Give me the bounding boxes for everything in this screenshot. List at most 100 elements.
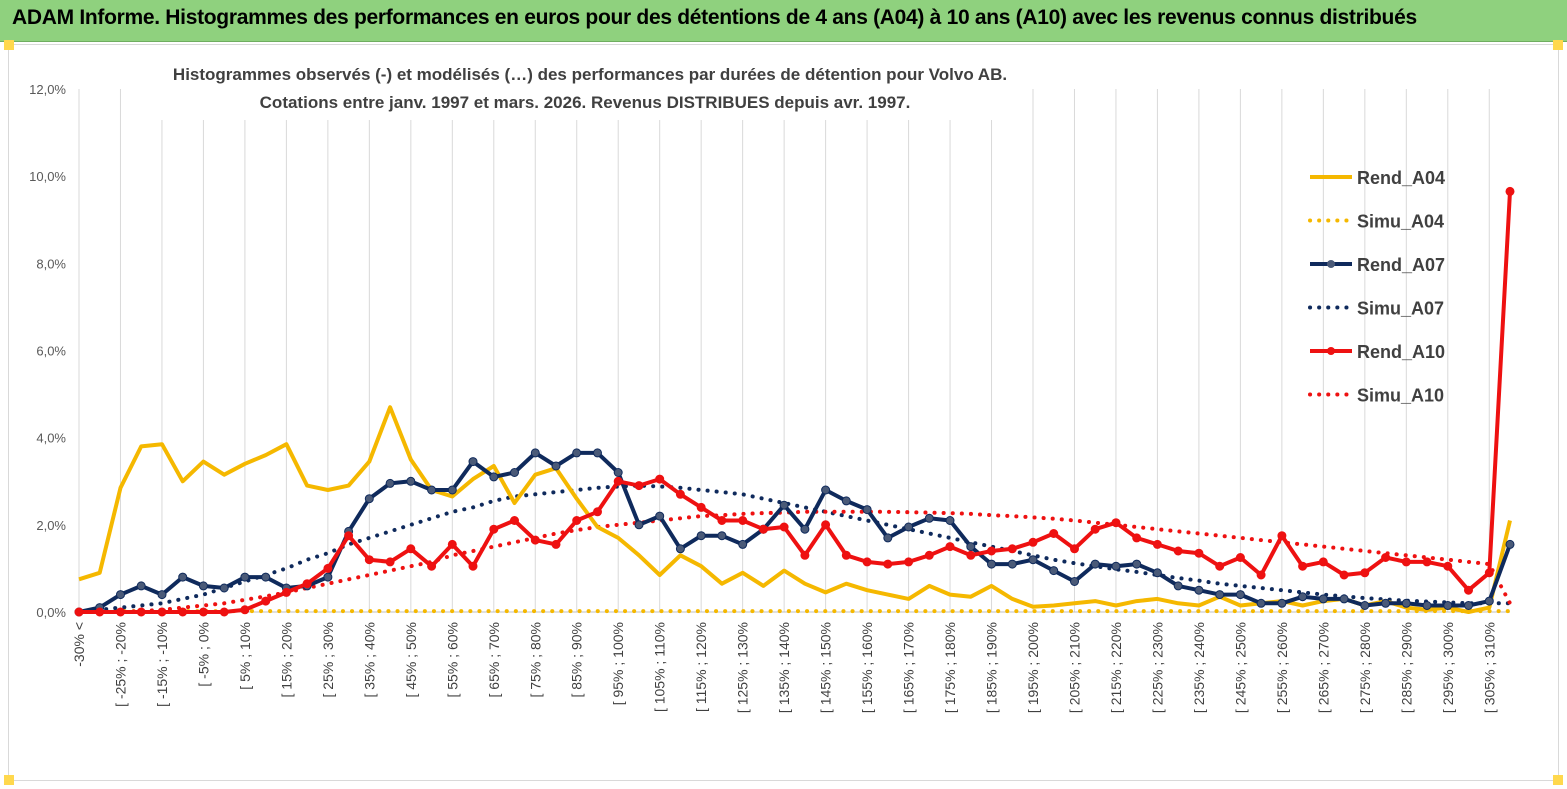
legend-marker: [1327, 347, 1335, 355]
data-point: [966, 550, 976, 560]
data-point: [945, 542, 955, 552]
data-point: [1049, 529, 1059, 538]
data-point: [489, 472, 499, 482]
data-point: [261, 596, 271, 606]
data-point: [758, 524, 768, 534]
data-point: [136, 581, 146, 591]
data-point: [1422, 601, 1432, 610]
data-point: [1049, 566, 1059, 576]
x-tick-label: [ 5% ; 10%: [237, 622, 253, 690]
x-tick-label: [ 205% ; 210%: [1066, 622, 1082, 713]
series-layer: [74, 186, 1515, 617]
data-point: [1484, 568, 1494, 578]
chart-title-line2: Cotations entre janv. 1997 et mars. 2026…: [260, 93, 911, 112]
data-point: [1443, 601, 1453, 610]
x-tick-label: [ 185% ; 190%: [984, 622, 1000, 713]
data-point: [572, 516, 582, 525]
x-tick-label: [ 265% ; 270%: [1315, 622, 1331, 713]
x-tick-label: [ 255% ; 260%: [1274, 622, 1290, 713]
data-point: [800, 524, 810, 534]
data-point: [1028, 555, 1038, 565]
y-tick-label: 2,0%: [36, 518, 66, 533]
data-point: [240, 572, 250, 582]
data-point: [655, 511, 665, 521]
report-title: ADAM Informe. Histogrammes des performan…: [12, 6, 1417, 29]
data-point: [675, 489, 685, 499]
data-point: [613, 468, 623, 477]
data-point: [593, 507, 602, 517]
data-point: [1318, 594, 1328, 604]
data-point: [1132, 559, 1142, 569]
data-point: [1464, 601, 1473, 610]
x-tick-label: [ 125% ; 130%: [735, 622, 751, 713]
data-point: [323, 563, 333, 573]
data-point: [1235, 553, 1245, 562]
data-point: [489, 524, 499, 534]
data-point: [219, 607, 229, 617]
x-tick-label: [ -25% ; -20%: [112, 622, 128, 707]
data-point: [779, 522, 789, 532]
data-point: [551, 539, 561, 549]
data-point: [261, 572, 271, 582]
data-point: [281, 587, 291, 597]
data-point: [1401, 598, 1411, 608]
x-tick-label: [ 165% ; 170%: [901, 622, 917, 713]
report-header: ADAM Informe. Histogrammes des performan…: [0, 0, 1567, 42]
x-tick-label: [ 85% ; 90%: [569, 622, 585, 698]
data-point: [779, 500, 789, 510]
data-point: [1235, 590, 1245, 600]
x-tick-label: [ 195% ; 200%: [1025, 622, 1041, 713]
grid-layer: [78, 89, 1490, 612]
data-point: [1381, 553, 1391, 562]
data-point: [178, 607, 188, 617]
x-tick-label: [ 225% ; 230%: [1149, 622, 1165, 713]
x-tick-label: [ 245% ; 250%: [1232, 622, 1248, 713]
series-line-rend-a10: [79, 191, 1512, 614]
legend: Rend_A04 Simu_A04 Rend_A07 Simu_A07 Rend_A10…: [1308, 168, 1445, 406]
y-tick-label: 0,0%: [36, 605, 66, 620]
data-point: [800, 550, 810, 560]
x-tick-label: [ 215% ; 220%: [1108, 622, 1124, 713]
data-point: [717, 516, 727, 525]
data-point: [1194, 548, 1204, 558]
data-point: [1215, 590, 1225, 600]
data-point: [987, 559, 996, 569]
data-point: [1339, 570, 1349, 580]
data-point: [1132, 533, 1142, 543]
data-point: [323, 572, 333, 582]
y-tick-label: 12,0%: [29, 82, 66, 97]
legend-label: Simu_A04: [1357, 212, 1444, 232]
data-point: [696, 502, 706, 512]
legend-label: Simu_A07: [1357, 299, 1444, 319]
data-point: [219, 583, 229, 593]
data-point: [883, 533, 893, 543]
data-point: [1339, 594, 1349, 604]
data-point: [738, 516, 748, 525]
x-tick-label: [ 95% ; 100%: [610, 622, 626, 705]
data-point: [198, 581, 208, 591]
data-point: [406, 476, 416, 486]
data-point: [427, 561, 437, 571]
data-point: [634, 520, 644, 530]
data-point: [1401, 557, 1411, 567]
data-point: [95, 607, 105, 617]
frame-corner-bottom-right: [1553, 775, 1563, 785]
data-point: [530, 535, 540, 545]
data-point: [862, 505, 872, 515]
frame-corner-top-left: [4, 40, 14, 50]
data-point: [510, 516, 519, 525]
x-tick-label: [ 275% ; 280%: [1357, 622, 1373, 713]
data-point: [1215, 561, 1225, 571]
data-point: [1090, 559, 1100, 569]
x-tick-label: [ 75% ; 80%: [527, 622, 543, 698]
x-tick-label: -30% <: [71, 622, 87, 667]
legend-marker: [1327, 260, 1335, 268]
data-point: [1007, 544, 1017, 554]
data-point: [924, 513, 934, 523]
x-tick-label: [ 135% ; 140%: [776, 622, 792, 713]
x-tick-label: [ 145% ; 150%: [818, 622, 834, 713]
x-tick-label: [ 45% ; 50%: [403, 622, 419, 698]
data-point: [717, 531, 727, 541]
data-point: [593, 448, 602, 458]
data-point: [1360, 568, 1370, 578]
